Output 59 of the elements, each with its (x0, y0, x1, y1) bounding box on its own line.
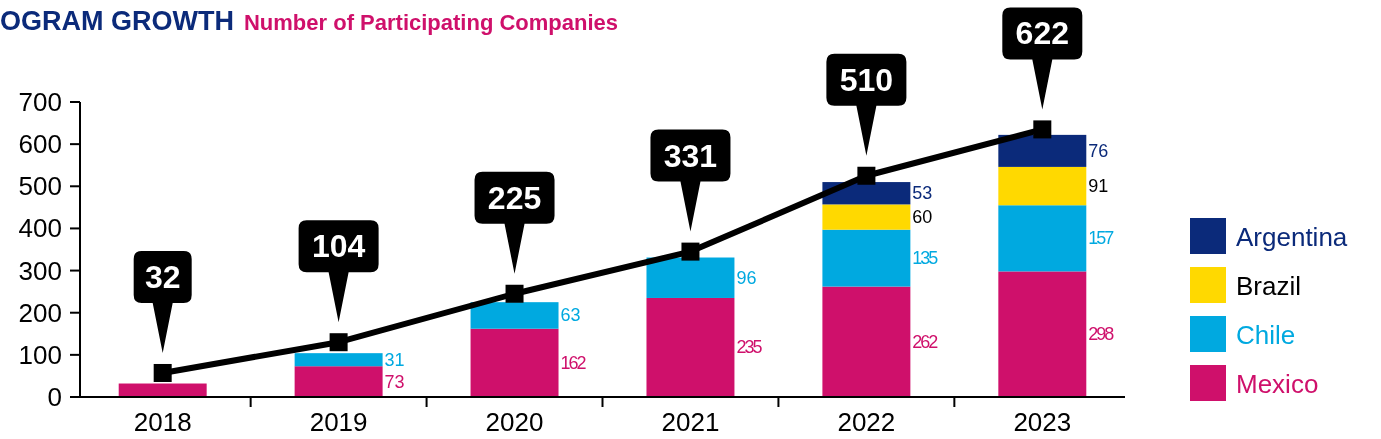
data-label: 298 (1088, 324, 1115, 345)
x-tick-label: 2022 (837, 407, 896, 437)
x-tick-label: 2018 (133, 407, 192, 437)
y-tick-label: 0 (47, 382, 62, 412)
data-label: 162 (560, 352, 587, 373)
data-label: 91 (1088, 176, 1109, 197)
x-tick-label: 2020 (485, 407, 544, 437)
y-tick-label: 300 (18, 255, 62, 286)
chart-title: OGRAM GROWTH (0, 6, 234, 36)
data-label: 235 (736, 337, 763, 358)
data-label: 73 (384, 371, 405, 392)
annotation: 331 (663, 137, 718, 174)
bar (998, 166, 1087, 206)
data-label: 76 (1088, 140, 1109, 161)
y-tick-label: 500 (18, 171, 62, 202)
data-label: 262 (912, 331, 939, 352)
annotation: 510 (839, 61, 894, 98)
y-tick-label: 600 (18, 129, 62, 160)
legend-label: Brazil (1236, 271, 1302, 301)
point (329, 333, 348, 352)
chart-subtitle: Number of Participating Companies (243, 10, 619, 35)
bar (646, 297, 735, 397)
y-tick-label: 200 (18, 297, 62, 328)
data-label: 60 (912, 207, 933, 228)
bar (470, 328, 559, 397)
bar (998, 134, 1087, 167)
point (681, 242, 700, 261)
bar (822, 204, 911, 230)
bar (646, 257, 735, 298)
legend-label: Mexico (1236, 369, 1319, 399)
point (857, 166, 876, 185)
x-tick-label: 2021 (661, 407, 720, 437)
y-tick-label: 400 (18, 213, 62, 244)
data-label: 53 (912, 183, 933, 204)
annotation: 104 (311, 228, 366, 265)
bar (294, 366, 383, 397)
x-tick-label: 2023 (1013, 407, 1072, 437)
y-tick-label: 100 (18, 339, 62, 370)
data-label: 96 (736, 267, 757, 288)
bar (822, 286, 911, 397)
legend-label: Argentina (1236, 222, 1348, 252)
data-label: 31 (384, 349, 405, 370)
x-tick-label: 2019 (309, 407, 368, 437)
bar (822, 229, 911, 287)
data-label: 63 (560, 305, 581, 326)
point (505, 284, 524, 303)
y-tick-label: 700 (18, 87, 62, 117)
bar (998, 205, 1087, 272)
data-label: 135 (912, 248, 939, 269)
legend-label: Chile (1236, 320, 1296, 350)
bar (294, 353, 383, 367)
annotation: 225 (487, 179, 542, 216)
annotation: 32 (144, 258, 181, 295)
annotation: 622 (1015, 15, 1070, 52)
bar (998, 271, 1087, 397)
point (1033, 120, 1052, 139)
data-label: 157 (1088, 228, 1115, 249)
point (153, 363, 172, 382)
bar (470, 302, 559, 329)
